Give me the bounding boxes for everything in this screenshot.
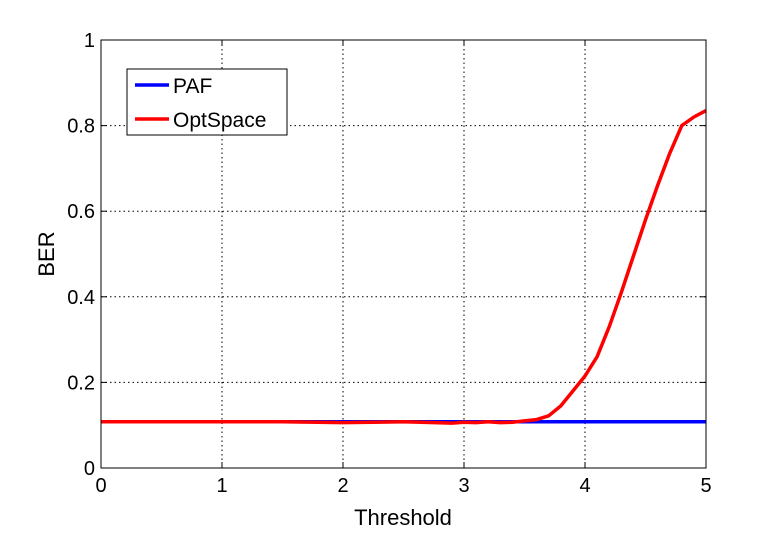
y-tick-label: 0.2 <box>67 372 95 394</box>
x-tick-label: 0 <box>95 475 106 497</box>
x-tick-label: 1 <box>216 475 227 497</box>
x-tick-label: 3 <box>458 475 469 497</box>
plot-frame <box>100 39 707 469</box>
x-axis-label: Threshold <box>354 505 452 530</box>
series-line-optspace <box>101 109 707 425</box>
legend-box <box>126 68 288 136</box>
y-tick-label: 0.4 <box>67 287 95 309</box>
y-tick-label: 1 <box>84 30 95 52</box>
x-tick-label: 5 <box>700 475 711 497</box>
legend-label-optspace: OptSpace <box>173 109 266 132</box>
x-tick-label: 2 <box>337 475 348 497</box>
legend-label-paf: PAF <box>173 75 212 98</box>
y-tick-label: 0.6 <box>67 201 95 223</box>
legend: PAF OptSpace <box>126 68 288 136</box>
grid <box>101 40 706 468</box>
x-tick-label: 4 <box>579 475 590 497</box>
y-tick-label: 0.8 <box>67 116 95 138</box>
y-tick-label: 0 <box>84 458 95 480</box>
ticks: 0 1 2 3 4 5 0 0.2 0.4 0.6 0.8 1 <box>67 30 711 497</box>
series-group <box>101 109 707 425</box>
y-axis-label: BER <box>34 231 59 276</box>
